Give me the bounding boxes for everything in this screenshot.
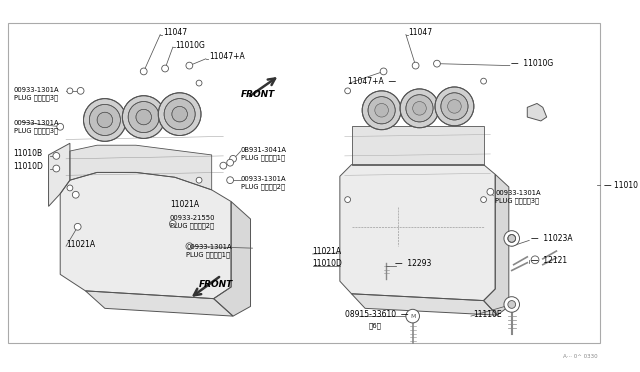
Text: — 11010: — 11010	[604, 180, 638, 189]
Circle shape	[508, 235, 516, 242]
Text: 11010G: 11010G	[175, 41, 205, 50]
Circle shape	[406, 95, 433, 122]
Circle shape	[67, 88, 73, 94]
Circle shape	[158, 93, 201, 135]
Circle shape	[170, 221, 176, 227]
Circle shape	[413, 102, 426, 115]
Polygon shape	[49, 143, 70, 206]
Circle shape	[227, 177, 234, 183]
Circle shape	[83, 99, 126, 141]
Text: 00933-1301A
PLUG プラグ（2）: 00933-1301A PLUG プラグ（2）	[241, 176, 287, 190]
Text: 11021A: 11021A	[66, 240, 95, 249]
Circle shape	[508, 301, 516, 308]
Polygon shape	[214, 202, 250, 316]
Circle shape	[74, 223, 81, 230]
Text: FRONT: FRONT	[241, 90, 275, 99]
Polygon shape	[86, 291, 233, 316]
Circle shape	[53, 165, 60, 172]
Circle shape	[136, 109, 152, 125]
Text: 11010D: 11010D	[313, 259, 342, 268]
Polygon shape	[351, 126, 484, 165]
Circle shape	[531, 256, 539, 264]
Polygon shape	[484, 174, 509, 315]
Circle shape	[375, 103, 388, 117]
Circle shape	[196, 80, 202, 86]
Circle shape	[447, 100, 461, 113]
Text: —  12293: — 12293	[396, 259, 431, 268]
Text: 0B931-3041A
PLUG プラグ（1）: 0B931-3041A PLUG プラグ（1）	[241, 147, 287, 161]
Text: A··· 0^ 0330: A··· 0^ 0330	[563, 354, 597, 359]
Circle shape	[128, 102, 159, 132]
Circle shape	[122, 96, 165, 138]
Circle shape	[504, 231, 520, 246]
Circle shape	[67, 185, 73, 191]
Text: 11010D: 11010D	[13, 162, 44, 171]
Circle shape	[380, 68, 387, 75]
Text: —  11010G: — 11010G	[511, 59, 553, 68]
Circle shape	[362, 91, 401, 130]
Circle shape	[481, 197, 486, 202]
Text: 11021A: 11021A	[313, 247, 342, 256]
Text: M: M	[410, 314, 415, 319]
Circle shape	[345, 88, 351, 94]
Circle shape	[230, 155, 236, 162]
Text: 11021A: 11021A	[170, 200, 199, 209]
Text: （6）: （6）	[369, 323, 382, 329]
Text: —  11023A: — 11023A	[531, 234, 573, 243]
Text: 11110E: 11110E	[473, 310, 502, 319]
Circle shape	[368, 97, 396, 124]
Text: FRONT: FRONT	[198, 280, 233, 289]
Text: 11047: 11047	[408, 28, 432, 37]
Text: —  12121: — 12121	[531, 256, 567, 265]
Circle shape	[345, 197, 351, 202]
Circle shape	[412, 62, 419, 69]
Circle shape	[504, 297, 520, 312]
Polygon shape	[351, 294, 497, 315]
Text: 00933-1301A
PLUG プラグ（1）: 00933-1301A PLUG プラグ（1）	[186, 244, 232, 259]
Text: 11010B: 11010B	[13, 150, 43, 158]
Circle shape	[77, 87, 84, 94]
Polygon shape	[527, 103, 547, 121]
Text: 00933-1301A
PLUG プラグ（3）: 00933-1301A PLUG プラグ（3）	[495, 190, 541, 204]
Text: 00933-1301A
PLUG プラグ（3）: 00933-1301A PLUG プラグ（3）	[13, 120, 60, 134]
Circle shape	[162, 65, 168, 72]
Polygon shape	[340, 165, 495, 301]
Circle shape	[72, 191, 79, 198]
Circle shape	[97, 112, 113, 128]
Circle shape	[172, 106, 188, 122]
Circle shape	[186, 62, 193, 69]
Circle shape	[90, 105, 120, 135]
Text: 11047+A: 11047+A	[209, 52, 244, 61]
Circle shape	[164, 99, 195, 130]
Circle shape	[441, 93, 468, 120]
Text: 08915-33610  —: 08915-33610 —	[345, 310, 408, 319]
Circle shape	[481, 78, 486, 84]
Circle shape	[435, 87, 474, 126]
Circle shape	[57, 124, 63, 130]
Text: 00933-1301A
PLUG プラグ（3）: 00933-1301A PLUG プラグ（3）	[13, 87, 60, 101]
Circle shape	[220, 162, 227, 169]
Circle shape	[400, 89, 439, 128]
Text: 00933-21550
PLUG プラグ（2）: 00933-21550 PLUG プラグ（2）	[170, 215, 216, 229]
Circle shape	[140, 68, 147, 75]
Circle shape	[196, 177, 202, 183]
Circle shape	[186, 243, 193, 250]
Text: 11047: 11047	[163, 28, 188, 37]
Circle shape	[487, 189, 494, 195]
Text: 11047+A  —: 11047+A —	[348, 77, 396, 86]
Circle shape	[53, 153, 60, 159]
Circle shape	[227, 159, 234, 166]
Polygon shape	[70, 145, 212, 190]
Circle shape	[406, 310, 419, 323]
Polygon shape	[60, 172, 231, 299]
Circle shape	[433, 60, 440, 67]
Bar	[8, 23, 600, 343]
